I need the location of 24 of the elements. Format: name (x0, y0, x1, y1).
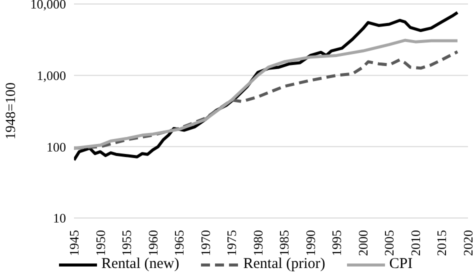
legend-label: CPI (389, 256, 413, 273)
x-tick-label: 2000 (355, 230, 370, 256)
x-tick-label: 1955 (119, 230, 134, 256)
y-tick-label: 10 (53, 210, 66, 226)
x-tick-label: 2005 (382, 230, 397, 256)
x-tick-label: 1960 (145, 230, 160, 256)
x-tick-label: 1945 (66, 230, 82, 256)
x-tick-label: 1985 (276, 230, 292, 256)
x-tick-label: 1990 (302, 230, 318, 256)
y-axis-title: 1948=100 (4, 82, 19, 140)
y-tick-label: 100 (46, 139, 66, 154)
x-tick-label: 1980 (250, 230, 266, 256)
y-tick-label: 10,000 (30, 0, 66, 12)
x-tick-label: 1950 (92, 230, 108, 256)
legend-label: Rental (prior) (243, 256, 326, 273)
y-tick-label: 1,000 (36, 68, 66, 83)
x-tick-label: 1970 (198, 230, 213, 256)
x-tick-label: 2020 (460, 230, 474, 256)
x-tick-label: 1975 (224, 230, 240, 256)
x-tick-label: 2015 (434, 230, 450, 256)
legend-label: Rental (new) (101, 256, 180, 273)
x-tick-label: 1995 (329, 230, 344, 256)
x-tick-label: 1965 (172, 230, 187, 256)
x-tick-label: 2010 (408, 230, 423, 256)
